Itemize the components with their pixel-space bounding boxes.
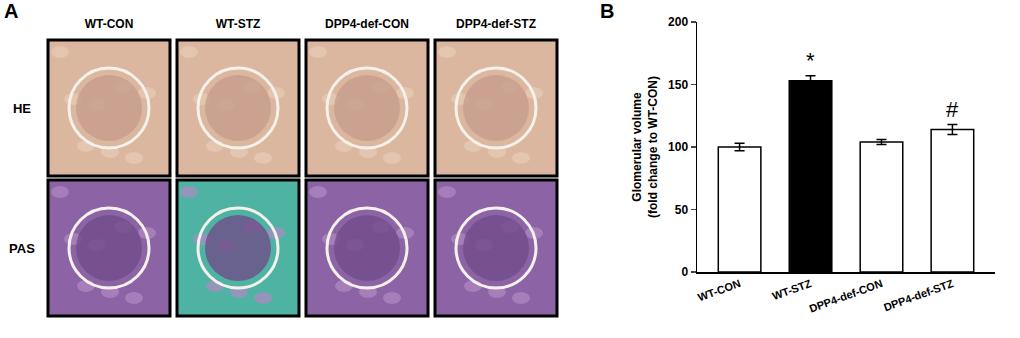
svg-text:200: 200 bbox=[668, 15, 688, 29]
svg-text:150: 150 bbox=[668, 78, 688, 92]
svg-text:DPP4-def-CON: DPP4-def-CON bbox=[325, 17, 409, 31]
svg-text:WT-STZ: WT-STZ bbox=[771, 277, 814, 302]
svg-text:#: # bbox=[946, 97, 959, 122]
svg-text:DPP4-def-STZ: DPP4-def-STZ bbox=[882, 277, 955, 313]
svg-text:DPP4-def-STZ: DPP4-def-STZ bbox=[456, 17, 536, 31]
svg-text:WT-STZ: WT-STZ bbox=[216, 17, 261, 31]
svg-text:DPP4-def-CON: DPP4-def-CON bbox=[808, 277, 885, 315]
svg-text:100: 100 bbox=[668, 140, 688, 154]
svg-text:PAS: PAS bbox=[9, 241, 35, 256]
svg-text:Glomerular volume(fold change: Glomerular volume(fold change to WT-CON) bbox=[630, 76, 660, 218]
svg-text:B: B bbox=[600, 0, 614, 22]
svg-text:WT-CON: WT-CON bbox=[696, 277, 742, 304]
svg-text:0: 0 bbox=[681, 265, 688, 279]
svg-text:50: 50 bbox=[675, 203, 689, 217]
svg-text:A: A bbox=[4, 0, 18, 22]
svg-text:WT-CON: WT-CON bbox=[85, 17, 134, 31]
svg-text:HE: HE bbox=[13, 101, 31, 116]
svg-text:*: * bbox=[806, 48, 815, 73]
